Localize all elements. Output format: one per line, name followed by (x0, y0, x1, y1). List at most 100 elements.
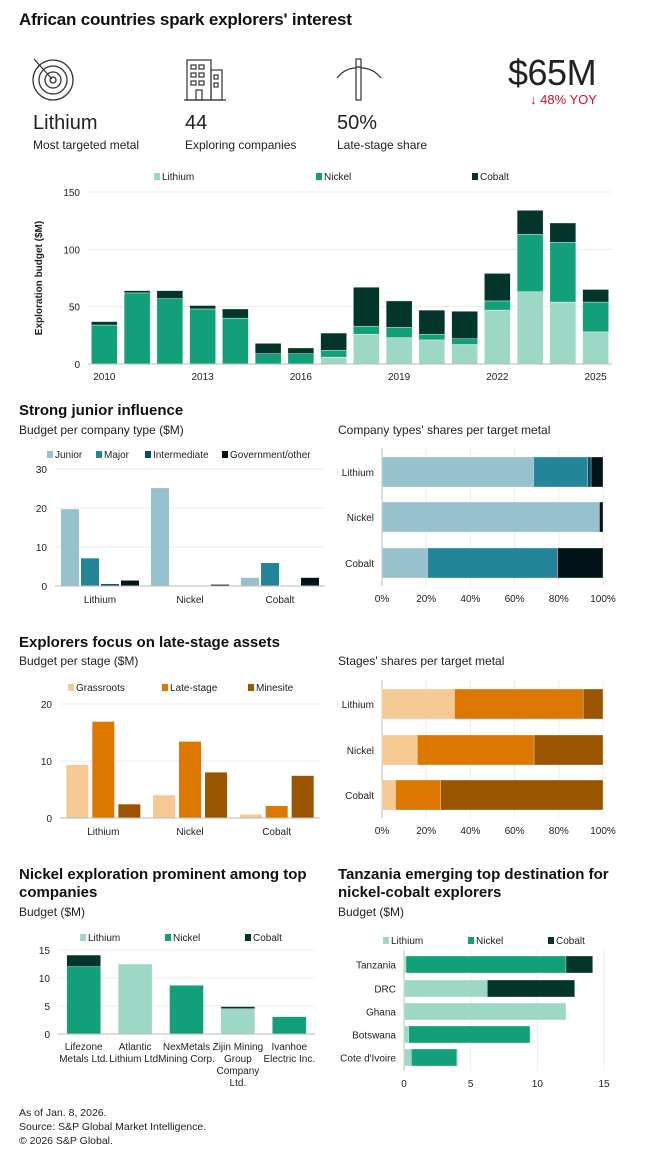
company_type-bar-government-other (211, 584, 229, 586)
stage_share-x-tick-label: 100% (590, 826, 616, 837)
company-type-legend-label: Major (104, 450, 130, 461)
company_type_share-category-label: Cobalt (345, 559, 374, 570)
companies-legend-label: Lithium (88, 933, 120, 944)
annual-bar-nickel (287, 353, 315, 365)
annual-bar-cobalt (222, 308, 249, 319)
annual-bar-lithium (582, 331, 609, 365)
annual-bar-cobalt (254, 343, 282, 354)
annual-bar-cobalt (287, 347, 315, 354)
annual-legend-swatch (154, 173, 160, 180)
stage-legend-swatch (248, 684, 254, 691)
countries-legend-swatch (468, 937, 474, 944)
top_companies-y-tick-label: 5 (44, 1002, 50, 1013)
companies-category-label: NexMetals Mining Corp. (158, 1042, 215, 1065)
kpi-label-metal: Most targeted metal (33, 138, 140, 152)
company_type-bar-major (261, 562, 279, 586)
company-type-legend-swatch (222, 451, 228, 458)
annual-bar-nickel (91, 324, 118, 365)
stage-legend-label: Minesite (256, 683, 294, 694)
annual-bar-cobalt (353, 286, 380, 327)
company_type-y-tick-label: 30 (36, 465, 48, 476)
companies-legend-swatch (165, 934, 171, 941)
annual-bar-cobalt (484, 273, 511, 302)
countries-bar-cobalt (487, 979, 575, 998)
company_type_share-x-tick-label: 40% (460, 594, 480, 605)
annual-y-axis-title: Exploration budget ($M) (34, 221, 45, 335)
annual-bar-nickel (549, 242, 577, 303)
annual-bar-lithium (385, 337, 413, 365)
annual-bar-nickel (516, 234, 544, 292)
annual-x-tick-label: 2016 (290, 372, 313, 383)
company_type-bar-junior (151, 488, 169, 586)
annual-x-tick-label: 2025 (585, 372, 608, 383)
pickaxe-icon (336, 58, 382, 101)
countries-legend-swatch (548, 937, 554, 944)
stage-category-label: Cobalt (262, 827, 291, 838)
countries-bar-nickel (408, 1025, 531, 1044)
annual-bar-lithium (549, 301, 577, 365)
annual-legend-label: Lithium (162, 172, 194, 183)
companies-category-label: Atlantic Lithium Ltd. (109, 1042, 161, 1065)
company_type-y-tick-label: 20 (36, 504, 48, 515)
company_type-y-tick-label: 0 (41, 582, 47, 593)
stage_share-bar-late-stage (417, 734, 535, 766)
annual-legend-swatch (472, 173, 478, 180)
headline-change: ↓ 48% YOY (530, 92, 597, 107)
company_type-bar-government-other (301, 577, 319, 586)
annual-bar-nickel (582, 301, 609, 333)
annual-bar-nickel (353, 325, 380, 335)
subtitle-company-type: Budget per company type ($M) (19, 423, 184, 437)
countries-bar-lithium (403, 1025, 409, 1044)
stage-legend-label: Grassroots (76, 683, 125, 694)
company_type-bar-intermediate (101, 584, 119, 586)
stage-bar-grassroots (66, 764, 89, 818)
companies-category-label: Zijin Mining Group Company Ltd. (212, 1042, 264, 1089)
stage-bar-grassroots (153, 795, 175, 818)
section-heading-junior: Strong junior influence (19, 402, 184, 419)
stage-category-label: Nickel (176, 827, 203, 838)
company_type_share-bar-major (533, 456, 588, 488)
top_companies-bar-nickel (169, 985, 204, 1035)
annual-legend-label: Cobalt (480, 172, 509, 183)
footer-date: As of Jan. 8, 2026. (19, 1107, 107, 1119)
top_companies-bar-lithium (220, 1008, 256, 1035)
stage_share-bar-minesite (582, 688, 604, 720)
annual-bar-nickel (418, 333, 446, 341)
company_type-y-tick-label: 10 (36, 543, 48, 554)
stage_share-x-tick-label: 20% (416, 826, 436, 837)
section-heading-companies: Nickel exploration prominent among top c… (19, 866, 307, 901)
top_companies-y-tick-label: 15 (39, 946, 51, 957)
annual-bar-lithium (418, 339, 446, 365)
stage_share-bar-grassroots (381, 779, 396, 811)
stage-bar-minesite (291, 775, 314, 818)
company-type-legend-label: Intermediate (153, 450, 209, 461)
footer-source: Source: S&P Global Market Intelligence. (19, 1121, 207, 1133)
countries-bar-lithium (403, 1002, 567, 1021)
annual-bar-cobalt (418, 309, 446, 335)
top_companies-bar-nickel (272, 1016, 307, 1035)
section-heading-stage: Explorers focus on late-stage assets (19, 634, 280, 651)
stage_share-bar-grassroots (381, 688, 455, 720)
annual-bar-cobalt (582, 289, 609, 303)
company_type_share-bar-major (427, 547, 558, 579)
headline-budget: $65M (508, 52, 597, 93)
company_type_share-bar-junior (381, 547, 428, 579)
subtitle-stage: Budget per stage ($M) (19, 654, 139, 668)
company_type_share-x-tick-label: 100% (590, 594, 616, 605)
top_companies-bar-cobalt (220, 1006, 256, 1009)
stage_share-bar-late-stage (395, 779, 441, 811)
annual-bar-cobalt (123, 290, 151, 294)
stage_share-bar-late-stage (454, 688, 584, 720)
companies-legend-swatch (245, 934, 251, 941)
top_companies-bar-nickel (66, 966, 101, 1035)
stage-bar-minesite (118, 804, 141, 818)
stage-bar-late-stage (265, 806, 288, 818)
kpi-label-late-stage: Late-stage share (337, 138, 428, 152)
annual-bar-nickel (189, 308, 216, 365)
annual-legend-label: Nickel (324, 172, 351, 183)
countries-x-tick-label: 0 (401, 1079, 407, 1090)
company_type-category-label: Nickel (176, 595, 203, 606)
target-icon (32, 58, 74, 101)
subtitle-companies: Budget ($M) (19, 905, 86, 919)
